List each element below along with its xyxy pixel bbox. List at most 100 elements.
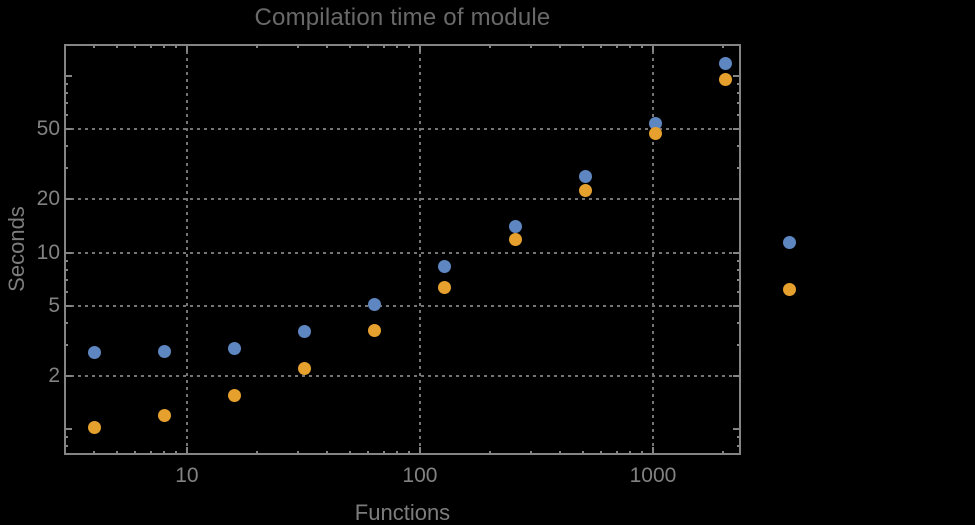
y-tick-right-6 bbox=[737, 290, 741, 293]
y-tick-label-50: 50 bbox=[36, 117, 60, 141]
x-tick-label-100: 100 bbox=[402, 464, 438, 487]
x-tick-top-8 bbox=[163, 44, 166, 48]
x-tick-top-7 bbox=[149, 44, 152, 48]
y-tick-right-10 bbox=[733, 251, 741, 254]
y-tick-90 bbox=[64, 83, 68, 86]
gridline-y-50 bbox=[64, 128, 741, 131]
x-tick-40 bbox=[326, 451, 329, 455]
x-tick-4 bbox=[93, 451, 96, 455]
y-tick-label-5: 5 bbox=[48, 293, 60, 317]
y-tick-label-2: 2 bbox=[48, 363, 60, 387]
x-tick-60 bbox=[367, 451, 370, 455]
y-tick-right-60 bbox=[737, 114, 741, 117]
y-tick-right-50 bbox=[733, 128, 741, 131]
data-point-series-1-blue bbox=[298, 325, 312, 339]
y-tick-right-30 bbox=[737, 167, 741, 170]
x-tick-top-700 bbox=[615, 44, 618, 48]
y-tick-right-3 bbox=[737, 343, 741, 346]
y-tick-70 bbox=[64, 102, 68, 105]
data-point-series-1-blue bbox=[648, 116, 662, 130]
x-tick-800 bbox=[629, 451, 632, 455]
x-tick-top-60 bbox=[367, 44, 370, 48]
gridline-x-1000 bbox=[651, 44, 654, 455]
x-tick-top-90 bbox=[408, 44, 411, 48]
y-tick-right-0.9 bbox=[737, 436, 741, 439]
x-tick-700 bbox=[615, 451, 618, 455]
gridline-x-100 bbox=[418, 44, 421, 455]
x-tick-top-4 bbox=[93, 44, 96, 48]
x-tick-9 bbox=[175, 451, 178, 455]
y-tick-4 bbox=[64, 321, 68, 324]
y-tick-9 bbox=[64, 259, 68, 262]
data-point-series-1-blue bbox=[578, 169, 592, 183]
data-point-series-2-orange bbox=[368, 324, 382, 338]
x-tick-top-200 bbox=[489, 44, 492, 48]
y-tick-right-8 bbox=[737, 268, 741, 271]
x-tick-top-70 bbox=[382, 44, 385, 48]
x-tick-50 bbox=[348, 451, 351, 455]
x-tick-5 bbox=[115, 451, 118, 455]
x-tick-300 bbox=[530, 451, 533, 455]
x-tick-top-6 bbox=[134, 44, 137, 48]
gridline-y-2 bbox=[64, 374, 741, 377]
x-tick-200 bbox=[489, 451, 492, 455]
y-tick-right-90 bbox=[737, 83, 741, 86]
y-tick-7 bbox=[64, 278, 68, 281]
plot-frame bbox=[64, 44, 741, 455]
data-point-series-1-blue bbox=[438, 260, 452, 274]
gridline-y-5 bbox=[64, 304, 741, 307]
y-tick-2 bbox=[64, 374, 72, 377]
data-point-series-2-orange bbox=[438, 281, 452, 295]
data-point-series-2-orange bbox=[87, 420, 101, 434]
y-tick-40 bbox=[64, 145, 68, 148]
data-point-series-2-orange bbox=[648, 127, 662, 141]
data-point-series-1-blue bbox=[719, 56, 733, 70]
y-tick-50 bbox=[64, 128, 72, 131]
x-tick-400 bbox=[559, 451, 562, 455]
gridline-y-10 bbox=[64, 251, 741, 254]
x-tick-top-9 bbox=[175, 44, 178, 48]
data-point-series-1-blue bbox=[87, 346, 101, 360]
data-point-series-2-orange bbox=[298, 362, 312, 376]
x-tick-top-300 bbox=[530, 44, 533, 48]
y-tick-80 bbox=[64, 92, 68, 95]
x-tick-top-800 bbox=[629, 44, 632, 48]
y-tick-right-0.8 bbox=[737, 445, 741, 448]
x-tick-6 bbox=[134, 451, 137, 455]
x-tick-70 bbox=[382, 451, 385, 455]
x-tick-top-600 bbox=[600, 44, 603, 48]
x-tick-30 bbox=[297, 451, 300, 455]
x-tick-7 bbox=[149, 451, 152, 455]
legend-marker-orange bbox=[782, 282, 796, 296]
x-tick-top-2000 bbox=[722, 44, 725, 48]
y-tick-right-80 bbox=[737, 92, 741, 95]
y-tick-0.9 bbox=[64, 436, 68, 439]
y-tick-right-100 bbox=[733, 75, 741, 78]
y-tick-label-20: 20 bbox=[36, 187, 60, 211]
x-tick-90 bbox=[408, 451, 411, 455]
gridline-x-10 bbox=[185, 44, 188, 455]
y-tick-label-10: 10 bbox=[36, 240, 60, 264]
y-tick-right-1 bbox=[733, 427, 741, 430]
y-tick-8 bbox=[64, 268, 68, 271]
x-tick-1000 bbox=[651, 447, 654, 455]
x-tick-top-400 bbox=[559, 44, 562, 48]
x-tick-100 bbox=[418, 447, 421, 455]
x-tick-top-10 bbox=[185, 44, 188, 52]
x-tick-top-80 bbox=[396, 44, 399, 48]
y-tick-100 bbox=[64, 75, 72, 78]
y-tick-30 bbox=[64, 167, 68, 170]
y-tick-3 bbox=[64, 343, 68, 346]
data-point-series-1-blue bbox=[227, 342, 241, 356]
x-tick-500 bbox=[581, 451, 584, 455]
y-tick-0.8 bbox=[64, 445, 68, 448]
chart-title: Compilation time of module bbox=[254, 4, 551, 31]
y-tick-20 bbox=[64, 198, 72, 201]
data-point-series-1-blue bbox=[508, 220, 522, 234]
x-tick-top-500 bbox=[581, 44, 584, 48]
data-point-series-2-orange bbox=[227, 388, 241, 402]
y-tick-right-9 bbox=[737, 259, 741, 262]
data-point-series-1-blue bbox=[368, 298, 382, 312]
plot-area bbox=[64, 44, 741, 455]
x-tick-2000 bbox=[722, 451, 725, 455]
